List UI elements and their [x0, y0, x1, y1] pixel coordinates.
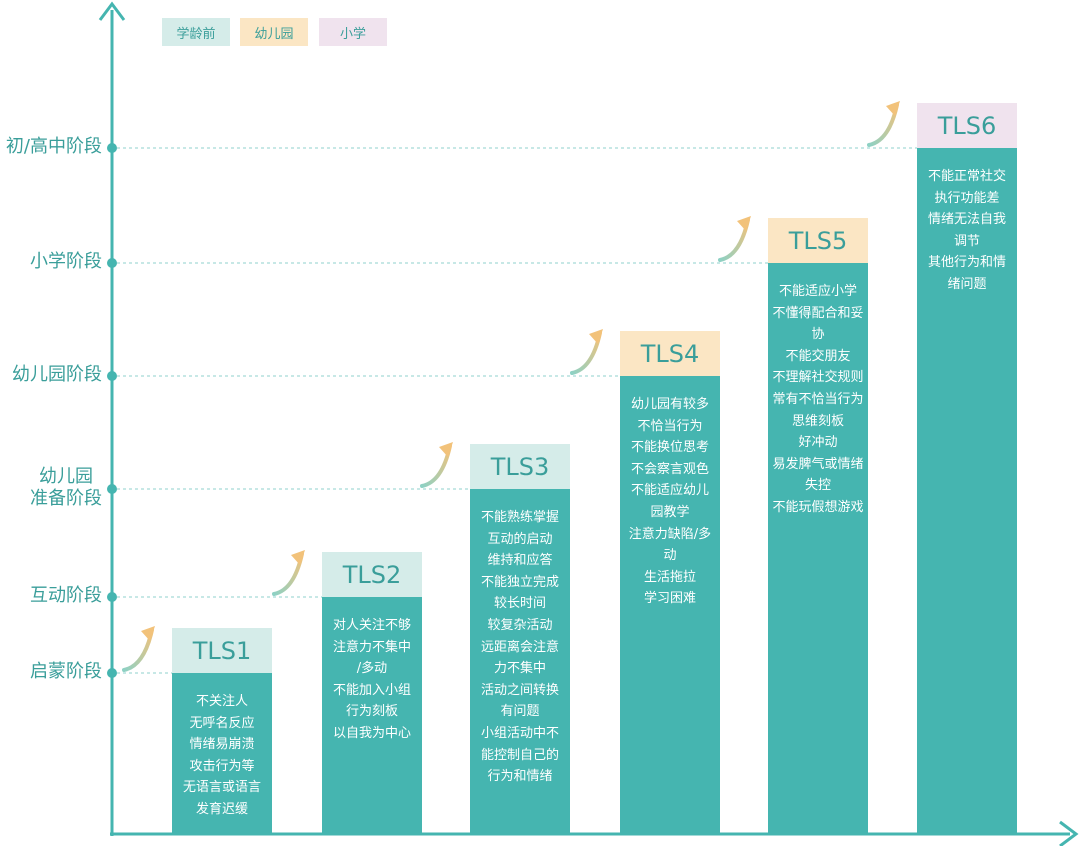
stage-label-1: 启蒙阶段 — [30, 661, 102, 682]
level-description: 不关注人 无呼名反应 情绪易崩溃 攻击行为等 无语言或语言 发育迟缓 — [182, 694, 261, 817]
step-up-arrowhead-icon — [886, 101, 900, 116]
y-axis-arrowhead — [98, 1, 126, 21]
stage-dot-5 — [107, 258, 117, 268]
level-name: TLS1 — [172, 628, 272, 673]
step-up-arrowhead-icon — [141, 626, 155, 641]
level-bar-tls3: TLS3 不能熟练掌握 互动的启动 维持和应答 不能独立完成 较长时间 较复杂活动 远距离会注… — [470, 444, 570, 834]
level-name: TLS4 — [620, 331, 720, 376]
level-description: 不能适应小学 不懂得配合和妥协不能交朋友 不理解社交规则 常有不恰当行为 思维刻板 好冲动… — [772, 284, 864, 515]
level-name: TLS3 — [470, 444, 570, 489]
stage-label-6: 初/高中阶段 — [5, 136, 102, 157]
stage-label-5: 小学阶段 — [30, 251, 102, 272]
level-name: TLS6 — [917, 103, 1017, 148]
legend-item-1: 学龄前 — [162, 18, 230, 46]
stage-label-3: 幼儿园 准备阶段 — [30, 466, 102, 509]
level-bar-tls4: TLS4 幼儿园有较多 不恰当行为 不能换位思考 不会察言观色 不能适应幼儿 园教学 注意力缺… — [620, 331, 720, 834]
step-up-arrowhead-icon — [737, 216, 751, 231]
level-bar-tls2: TLS2 对人关注不够 注意力不集中/多动 不能加入小组 行为刻板 以自我为中心 — [322, 552, 422, 834]
level-description: 不能正常社交 执行功能差 情绪无法自我 调节 其他行为和情 绪问题 — [927, 169, 1006, 292]
level-description: 对人关注不够 注意力不集中/多动 不能加入小组 行为刻板 以自我为中心 — [332, 618, 411, 741]
x-axis-arrowhead — [1059, 820, 1079, 846]
stage-dot-2 — [107, 592, 117, 602]
legend-item-2: 幼儿园 — [240, 18, 308, 46]
level-name: TLS5 — [768, 218, 868, 263]
level-name: TLS2 — [322, 552, 422, 597]
step-up-arrowhead-icon — [291, 550, 305, 565]
level-bar-tls5: TLS5 不能适应小学 不懂得配合和妥协不能交朋友 不理解社交规则 常有不恰当行为 思维刻… — [768, 218, 868, 834]
step-up-arrowhead-icon — [589, 329, 603, 344]
stage-dot-6 — [107, 143, 117, 153]
level-bar-tls6: TLS6 不能正常社交 执行功能差 情绪无法自我 调节 其他行为和情 绪问题 — [917, 103, 1017, 834]
stage-label-4: 幼儿园阶段 — [12, 364, 102, 385]
stage-dot-4 — [107, 371, 117, 381]
level-description: 幼儿园有较多 不恰当行为 不能换位思考 不会察言观色 不能适应幼儿 园教学 注意力缺陷/多动… — [628, 397, 712, 607]
level-description: 不能熟练掌握 互动的启动 维持和应答 不能独立完成 较长时间 较复杂活动 远距离会注意 力不集… — [480, 510, 559, 785]
stage-dot-3 — [107, 484, 117, 494]
level-bar-tls1: TLS1 不关注人 无呼名反应 情绪易崩溃 攻击行为等 无语言或语言 发育迟缓 — [172, 628, 272, 834]
step-up-arrowhead-icon — [439, 442, 453, 457]
stage-label-2: 互动阶段 — [30, 585, 102, 606]
stage-dot-1 — [107, 668, 117, 678]
legend-item-3: 小学 — [319, 18, 387, 46]
